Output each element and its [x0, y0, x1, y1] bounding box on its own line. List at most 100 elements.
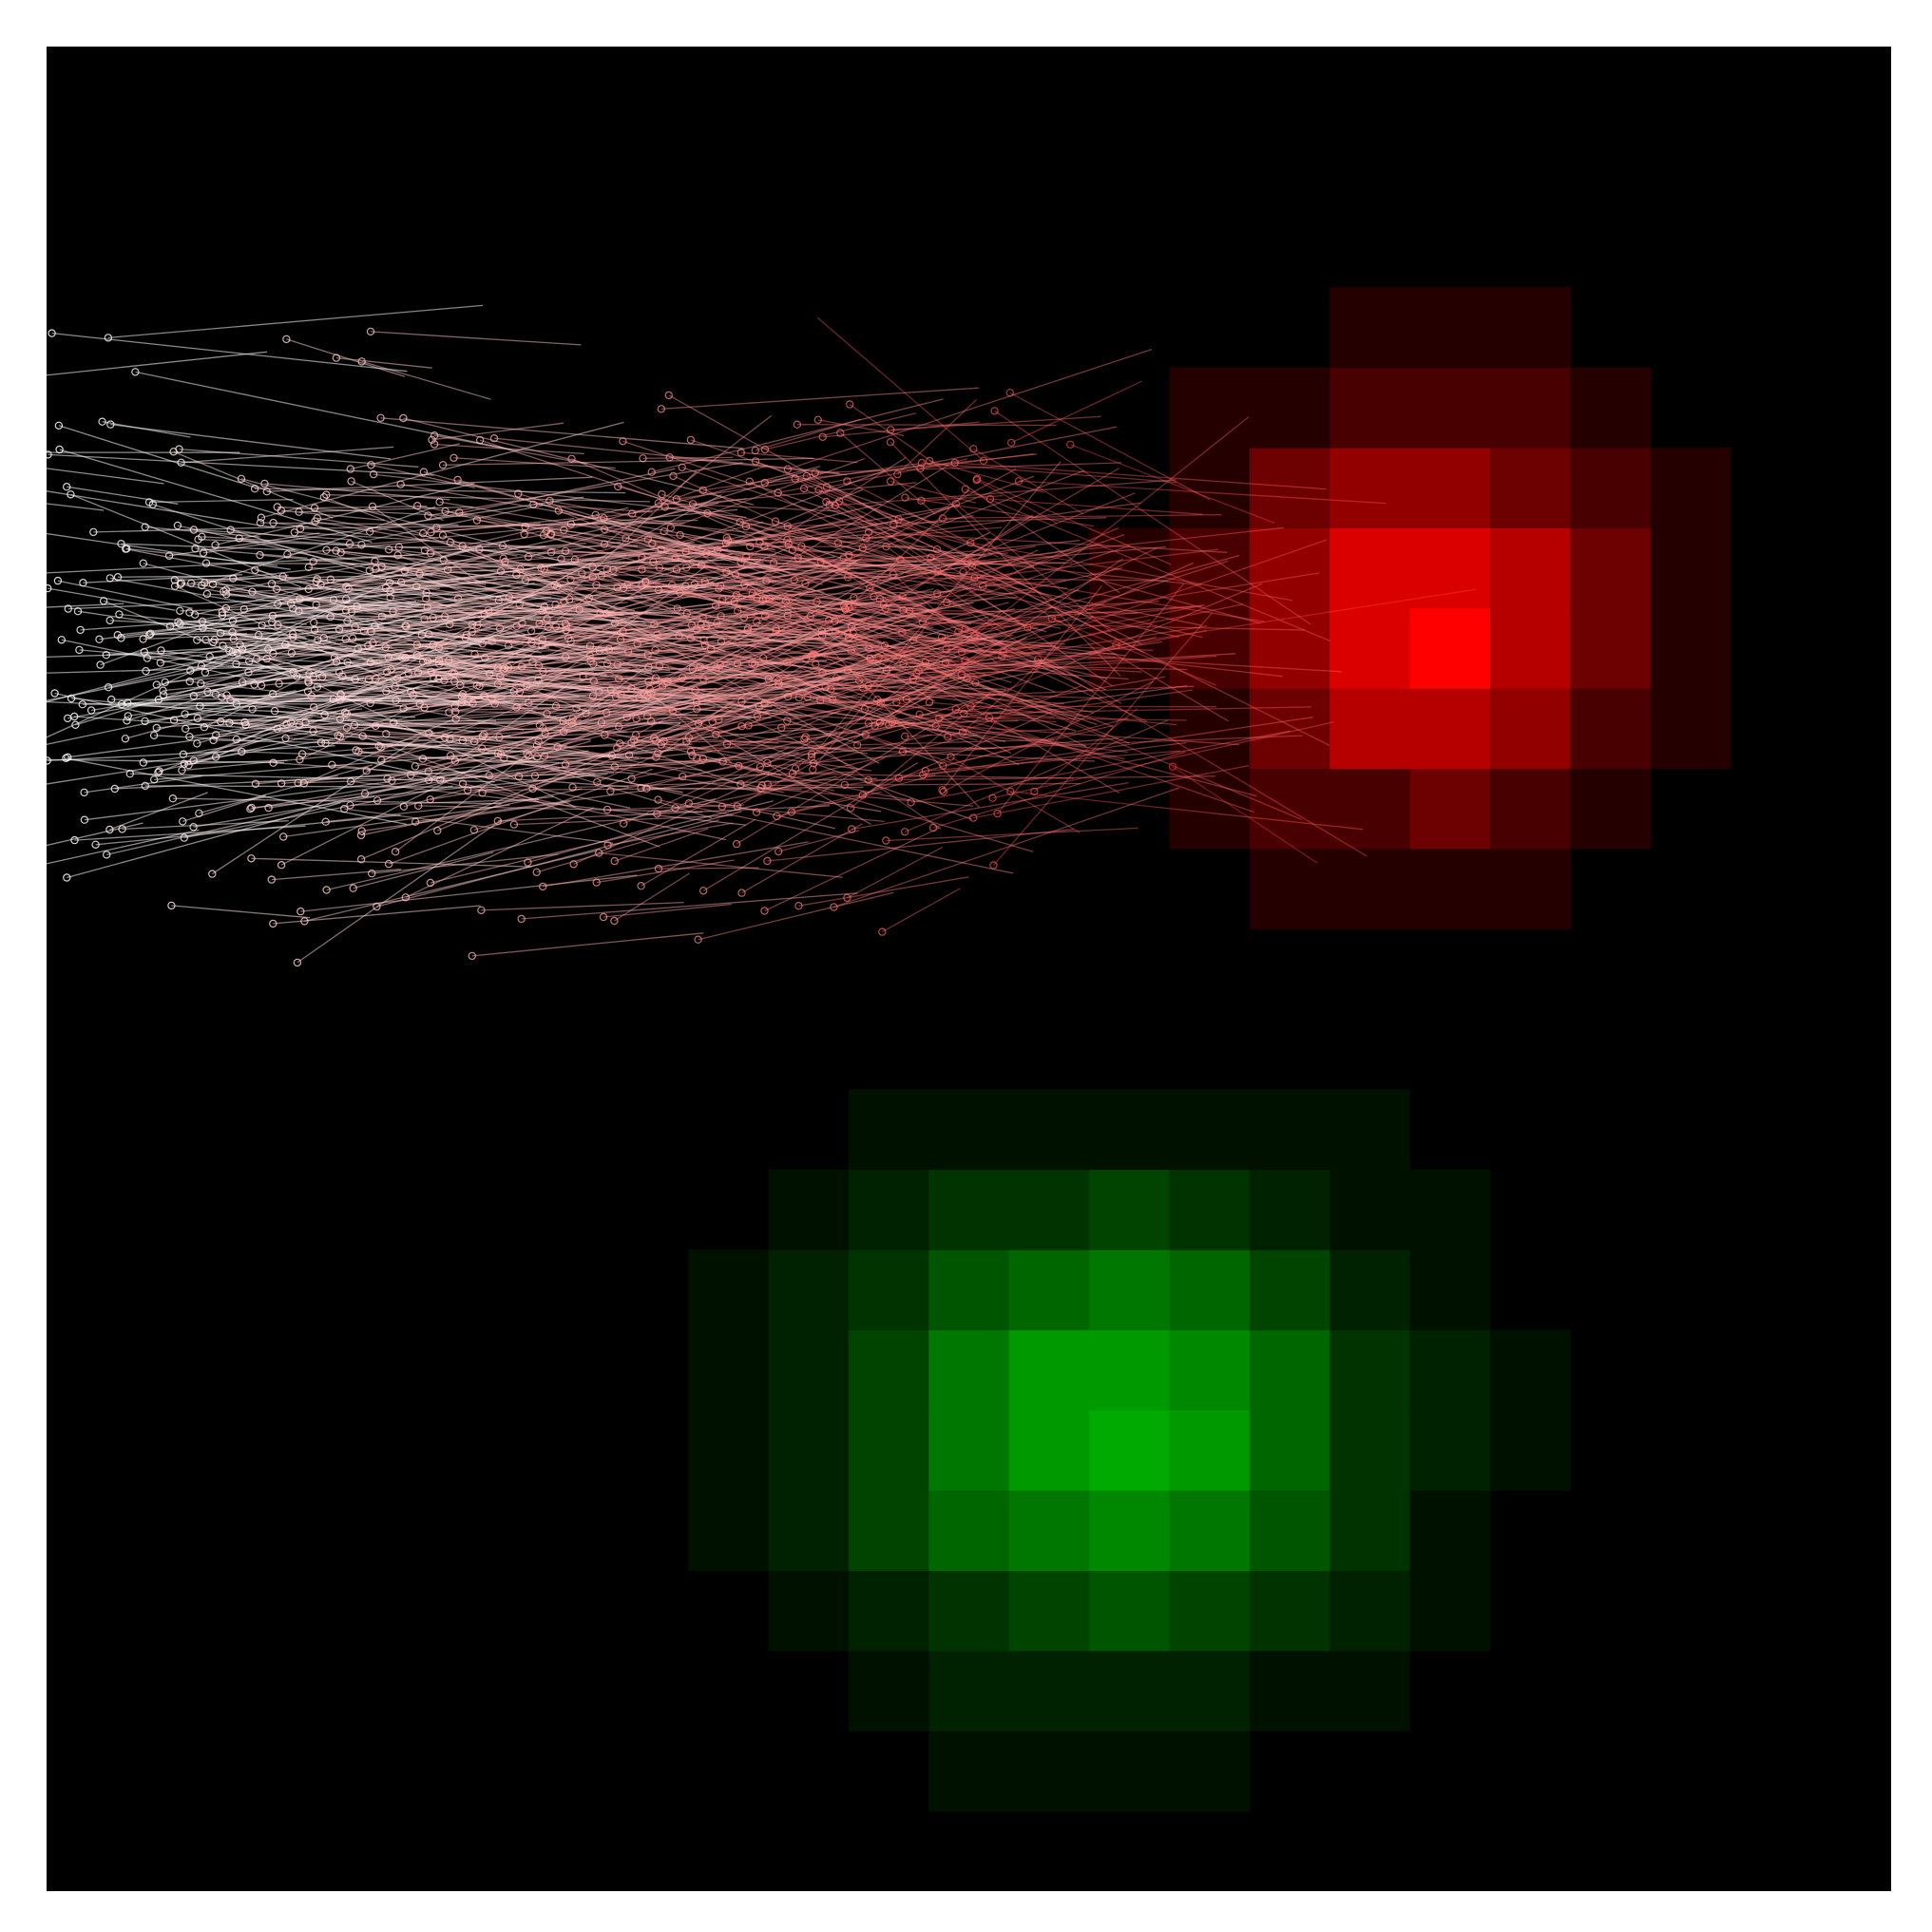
trajectory-start-marker — [753, 593, 761, 603]
trajectory-start-marker — [332, 546, 340, 555]
trajectory-start-marker — [115, 610, 124, 619]
trajectory-start-marker — [349, 884, 357, 892]
trajectory-line — [570, 623, 696, 642]
trajectory-line — [839, 432, 936, 515]
trajectory-start-marker — [909, 636, 918, 644]
trajectory-start-marker — [889, 570, 898, 579]
trajectory-start-marker — [610, 856, 619, 866]
heatmap-cell-1-11-4 — [928, 1490, 1010, 1572]
trajectory-start-marker — [622, 534, 630, 543]
trajectory-start-marker — [721, 539, 731, 548]
trajectory-start-marker — [943, 598, 951, 607]
trajectory-line — [726, 537, 1047, 633]
trajectory-start-marker — [168, 794, 178, 803]
trajectory-start-marker — [961, 656, 969, 664]
trajectory-line — [961, 604, 1206, 653]
trajectory-line — [903, 533, 1125, 611]
trajectory-start-marker — [1168, 762, 1177, 771]
trajectory-start-marker — [106, 695, 116, 704]
trajectory-line — [803, 488, 968, 578]
heatmap-cell-0-16-19 — [1329, 287, 1411, 369]
trajectory-start-marker — [638, 565, 646, 574]
trajectory-line — [564, 593, 886, 658]
trajectory-line — [107, 614, 422, 688]
heatmap-cell-1-12-6 — [1008, 1329, 1090, 1411]
trajectory-line — [497, 666, 642, 680]
trajectory-line — [199, 764, 373, 814]
trajectory-line — [885, 607, 971, 616]
trajectory-start-marker — [1030, 787, 1039, 796]
trajectory-start-marker — [148, 500, 157, 508]
trajectory-line — [672, 628, 1022, 712]
trajectory-line — [146, 640, 259, 660]
trajectory-start-marker — [712, 663, 721, 672]
trajectory-line — [360, 722, 681, 860]
heatmap-cell-0-16-17 — [1329, 447, 1411, 528]
trajectory-start-marker — [102, 851, 111, 859]
heatmap-cell-1-9-6 — [768, 1329, 850, 1411]
trajectory-start-marker — [313, 575, 321, 583]
trajectory-line — [658, 867, 759, 870]
trajectory-line — [939, 583, 1263, 719]
trajectory-line — [183, 785, 453, 839]
heatmap-cell-1-17-7 — [1409, 1249, 1491, 1330]
trajectory-line — [970, 705, 1217, 708]
trajectory-line — [775, 630, 1065, 645]
trajectory-line — [592, 695, 862, 698]
trajectory-start-marker — [699, 675, 708, 683]
trajectory-line — [135, 371, 511, 450]
trajectory-line — [787, 602, 1010, 663]
trajectory-line — [603, 517, 987, 557]
trajectory-line — [601, 659, 889, 723]
trajectory-line — [966, 629, 1208, 679]
trajectory-line — [909, 610, 1147, 722]
trajectory-start-marker — [377, 612, 387, 621]
trajectory-line — [912, 670, 1004, 679]
heatmap-cell-0-16-18 — [1329, 367, 1411, 449]
trajectory-start-marker — [864, 527, 873, 537]
trajectory-line — [936, 592, 1122, 704]
trajectory-line — [539, 659, 890, 726]
trajectory-start-marker — [853, 740, 862, 750]
trajectory-start-marker — [954, 627, 963, 637]
trajectory-start-marker — [383, 775, 392, 783]
heatmap-cell-1-12-5 — [1008, 1409, 1090, 1491]
trajectory-line — [534, 676, 843, 777]
trajectory-line — [857, 738, 1055, 746]
trajectory-line — [835, 630, 1130, 744]
trajectory-line — [614, 828, 709, 862]
trajectory-line — [921, 494, 1004, 502]
trajectory-line — [649, 605, 907, 690]
heatmap-cell-1-14-5 — [1169, 1409, 1251, 1491]
trajectory-start-marker — [1005, 389, 1015, 397]
trajectory-line — [653, 737, 805, 774]
trajectory-start-marker — [865, 644, 873, 653]
trajectory-start-marker — [925, 698, 934, 707]
trajectory-line — [432, 591, 534, 619]
trajectory-line — [712, 636, 851, 723]
trajectory-line — [481, 901, 684, 911]
trajectory-line — [536, 610, 794, 746]
trajectory-start-marker — [372, 564, 380, 573]
trajectory-start-marker — [835, 497, 844, 506]
trajectory-line — [880, 674, 970, 704]
trajectory-start-marker — [117, 699, 126, 709]
trajectory-line — [734, 601, 927, 606]
trajectory-start-marker — [139, 635, 147, 643]
trajectory-start-marker — [18, 448, 27, 457]
trajectory-line — [764, 412, 916, 450]
trajectory-start-marker — [95, 635, 104, 643]
trajectory-line — [193, 795, 375, 828]
trajectory-line — [716, 608, 1015, 668]
trajectory-line — [829, 504, 1027, 627]
trajectory-line — [737, 662, 972, 734]
heatmap-cell-0-16-14 — [1329, 688, 1411, 770]
trajectory-start-marker — [655, 564, 664, 572]
trajectory-start-marker — [450, 453, 458, 462]
trajectory-start-marker — [180, 833, 188, 842]
trajectory-line — [837, 502, 1141, 545]
trajectory-line — [870, 554, 1240, 660]
trajectory-start-marker — [979, 456, 988, 465]
trajectory-start-marker — [777, 723, 786, 732]
trajectory-line — [620, 666, 884, 744]
